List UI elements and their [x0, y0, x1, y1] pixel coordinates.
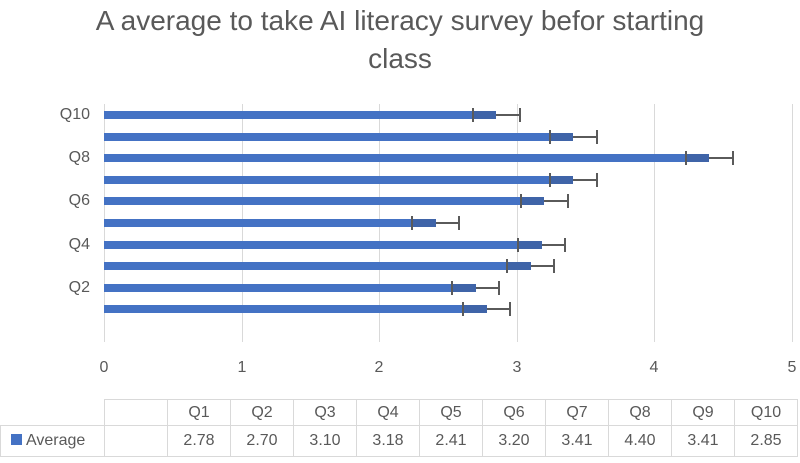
data-table-value: 2.41 [419, 425, 483, 457]
data-table-header: Q5 [419, 399, 483, 426]
bar-q8 [104, 154, 710, 163]
bar-q5 [104, 219, 436, 227]
y-axis-tick-label: Q10 [59, 106, 90, 123]
y-axis-tick-label: Q2 [68, 278, 90, 296]
data-table-header: Q4 [356, 399, 420, 426]
y-axis-tick-label: Q6 [68, 192, 90, 210]
chart-title-line-2: class [368, 43, 432, 74]
error-bar-overlap [472, 111, 497, 119]
data-table-header: Q10 [734, 399, 798, 426]
data-table-header: Q1 [167, 399, 231, 426]
error-bar-overlap [520, 197, 545, 206]
error-bar-cap [731, 151, 734, 166]
error-bar-overlap [549, 132, 574, 141]
bar-q6 [104, 197, 545, 206]
error-bar-cap [411, 216, 414, 230]
error-bar-whisker [544, 200, 568, 203]
error-bar-whisker [486, 308, 510, 311]
error-bar-whisker [435, 222, 459, 224]
error-bar-overlap [412, 219, 436, 227]
chart-title: A average to take AI literacy survey bef… [0, 2, 800, 78]
error-bar-overlap [463, 305, 487, 314]
data-table-value: 2.78 [167, 425, 231, 457]
error-bar-overlap [549, 175, 574, 184]
error-bar-cap [471, 108, 474, 122]
error-bar-cap [548, 172, 551, 187]
error-bar-cap [462, 302, 465, 317]
error-bar-whisker [541, 243, 565, 246]
data-table-value: 3.41 [671, 425, 735, 457]
error-bar-cap [518, 108, 521, 122]
chart-title-line-1: A average to take AI literacy survey bef… [95, 5, 705, 36]
error-bar-cap [563, 237, 566, 252]
error-bar-overlap [452, 283, 476, 292]
data-table-header-row: Q1 Q2 Q3 Q4 Q5 Q6 Q7 Q8 Q9 Q10 [1, 399, 798, 426]
error-bar-cap [517, 237, 520, 252]
error-bar-cap [595, 172, 598, 187]
data-table-empty-cell [104, 425, 168, 457]
data-table-value: 3.18 [356, 425, 420, 457]
error-bar-cap [566, 194, 569, 209]
error-bar-cap [595, 129, 598, 144]
error-bar-whisker [709, 157, 733, 160]
data-table-header: Q8 [608, 399, 672, 426]
bar-q4 [104, 240, 542, 249]
data-table-header: Q6 [482, 399, 546, 426]
error-bar-whisker [496, 114, 520, 116]
bar-q2 [104, 283, 476, 292]
error-bar-cap [451, 280, 454, 295]
bar-q3 [104, 262, 531, 271]
data-table-value: 3.20 [482, 425, 546, 457]
error-bar-overlap [686, 154, 710, 163]
error-bar-whisker [530, 265, 554, 268]
error-bar-whisker [573, 135, 597, 138]
data-table-value: 4.40 [608, 425, 672, 457]
data-table-value: 3.41 [545, 425, 609, 457]
error-bar-cap [506, 259, 509, 274]
bar-q10 [104, 111, 497, 119]
data-table: Q1 Q2 Q3 Q4 Q5 Q6 Q7 Q8 Q9 Q10 Average 2… [0, 399, 798, 457]
legend-color-key-icon [11, 434, 22, 446]
bar-q1 [104, 305, 487, 314]
error-bar-cap [497, 280, 500, 295]
x-axis-tick-label: 2 [374, 359, 384, 376]
y-axis-tick-label: Q4 [68, 235, 90, 253]
data-table-corner [1, 400, 105, 426]
bar-q7 [104, 175, 574, 184]
data-table-value-row: Average 2.78 2.70 3.10 3.18 2.41 3.20 3.… [0, 425, 798, 457]
error-bar-cap [685, 151, 688, 166]
error-bar-whisker [475, 286, 499, 289]
error-bar-cap [519, 194, 522, 209]
error-bar-cap [548, 129, 551, 144]
data-table-value: 2.85 [734, 425, 798, 457]
error-bar-cap [552, 259, 555, 274]
x-axis-tick-label: 5 [787, 359, 797, 376]
y-axis-tick-label: Q8 [68, 149, 90, 167]
data-table-value: 3.10 [293, 425, 357, 457]
gridline [792, 104, 793, 342]
data-table-header: Q9 [671, 399, 735, 426]
data-table-header: Q3 [293, 399, 357, 426]
data-table-empty-cell [104, 399, 168, 426]
error-bar-cap [508, 302, 511, 317]
gridline [654, 104, 655, 342]
gridline [517, 104, 518, 342]
legend-entry-average: Average [0, 425, 105, 457]
data-table-header: Q7 [545, 399, 609, 426]
bar-q9 [104, 132, 574, 141]
x-axis-tick-label: 4 [649, 359, 659, 376]
error-bar-cap [458, 216, 460, 230]
data-table-header: Q2 [230, 399, 294, 426]
error-bar-overlap [507, 262, 531, 271]
x-axis-tick-label: 0 [99, 359, 109, 376]
x-axis-tick-label: 3 [512, 359, 522, 376]
data-table-value: 2.70 [230, 425, 294, 457]
error-bar-whisker [573, 178, 597, 181]
error-bar-overlap [518, 240, 542, 249]
legend-label: Average [26, 432, 86, 449]
x-axis-tick-label: 1 [237, 359, 247, 376]
